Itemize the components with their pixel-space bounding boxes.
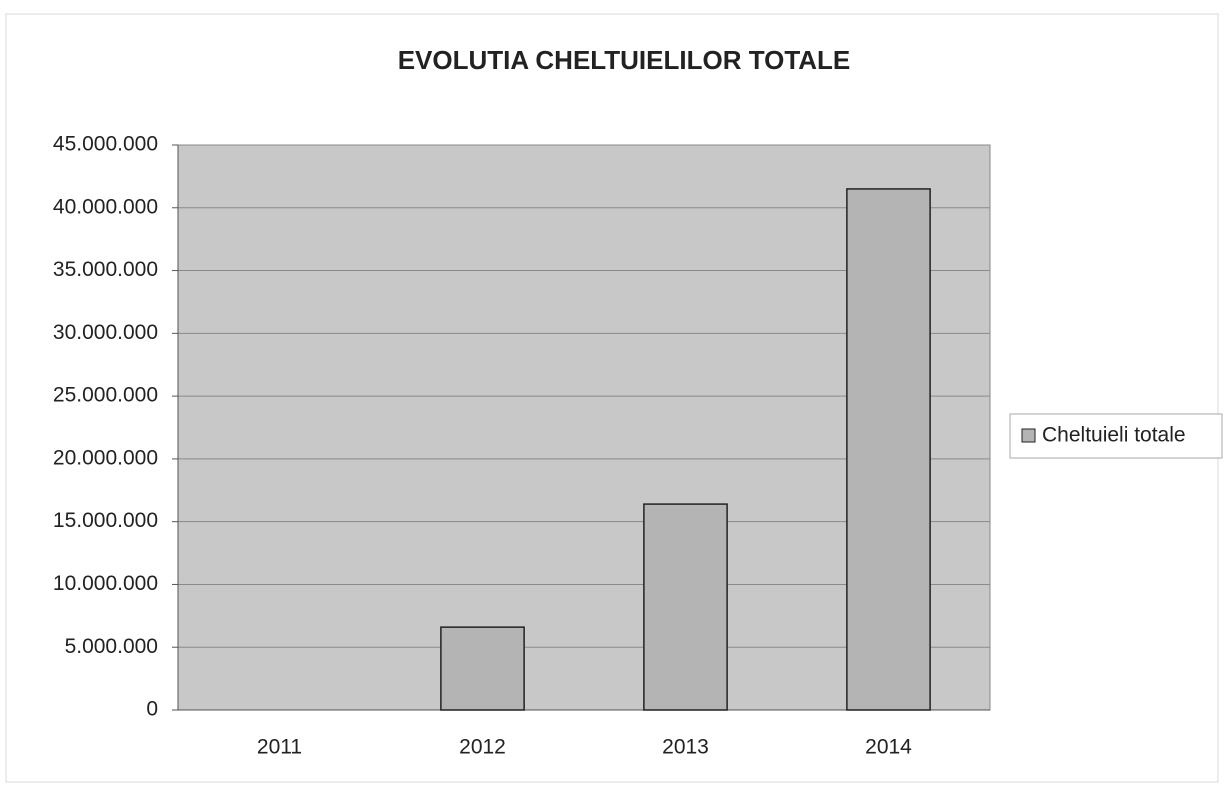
y-tick-label: 5.000.000 bbox=[65, 635, 158, 658]
x-tick-label: 2014 bbox=[865, 736, 912, 759]
y-tick-label: 0 bbox=[146, 698, 158, 721]
y-tick-label: 15.000.000 bbox=[53, 509, 158, 532]
bar bbox=[440, 626, 525, 711]
y-tick-label: 35.000.000 bbox=[53, 258, 158, 281]
x-tick-label: 2012 bbox=[459, 736, 506, 759]
y-tick-label: 40.000.000 bbox=[53, 195, 158, 218]
y-tick-label: 30.000.000 bbox=[53, 321, 158, 344]
bar bbox=[643, 503, 728, 711]
chart-title: EVOLUTIA CHELTUIELILOR TOTALE bbox=[398, 45, 851, 75]
bar bbox=[846, 188, 931, 711]
legend-label: Cheltuieli totale bbox=[1042, 424, 1186, 447]
y-tick-label: 20.000.000 bbox=[53, 446, 158, 469]
y-tick-label: 45.000.000 bbox=[53, 133, 158, 156]
x-tick-label: 2013 bbox=[662, 736, 709, 759]
legend-swatch bbox=[1021, 428, 1036, 443]
legend-frame bbox=[1009, 413, 1223, 459]
y-tick-label: 25.000.000 bbox=[53, 384, 158, 407]
x-tick-label: 2011 bbox=[257, 736, 302, 759]
y-tick-label: 10.000.000 bbox=[53, 572, 158, 595]
